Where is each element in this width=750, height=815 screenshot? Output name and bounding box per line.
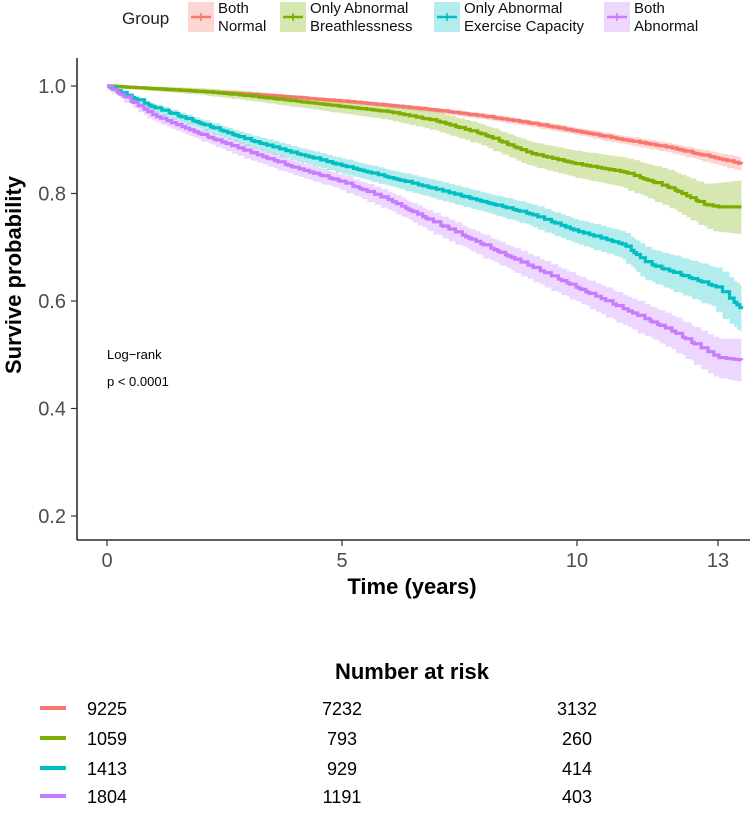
x-axis-title: Time (years) (347, 574, 476, 599)
risk-cell: 1804 (87, 787, 127, 807)
y-axis-ticks: 0.2 0.4 0.6 0.8 1.0 (38, 76, 77, 528)
y-tick-label: 0.4 (38, 399, 66, 421)
legend-label-both-normal-line1: Both (218, 0, 249, 17)
risk-cell: 1413 (87, 759, 127, 779)
risk-cell: 3132 (557, 699, 597, 719)
x-tick-label: 10 (566, 550, 588, 572)
ci-band-only-abnormal-breathlessness (107, 86, 742, 234)
y-tick-label: 0.2 (38, 506, 66, 528)
survival-curve-both-abnormal (107, 84, 744, 362)
risk-cell: 793 (327, 729, 357, 749)
legend-label-exercise-capacity-line2: Exercise Capacity (464, 18, 585, 35)
y-tick-label: 0.6 (38, 291, 66, 313)
risk-cell: 403 (562, 787, 592, 807)
y-axis-title: Survive probability (1, 175, 26, 374)
survival-curve-only-abnormal-exercise-capacity (107, 84, 744, 310)
legend-label-both-normal-line2: Normal (218, 18, 266, 35)
y-tick-label: 1.0 (38, 76, 66, 98)
survival-curve-only-abnormal-breathlessness (107, 84, 742, 209)
risk-table: Number at risk 9225 7232 3132 1059 793 260 141… (40, 659, 597, 807)
x-axis-ticks: 0 5 10 13 (101, 540, 729, 572)
logrank-label: Log−rank (107, 347, 162, 362)
legend-label-exercise-capacity-line1: Only Abnormal (464, 0, 562, 17)
legend-label-both-abnormal-line1: Both (634, 0, 665, 17)
risk-cell: 414 (562, 759, 592, 779)
x-tick-label: 13 (707, 550, 729, 572)
confidence-bands (107, 86, 742, 382)
legend-title: Group (122, 9, 169, 28)
ci-band-both-abnormal (107, 86, 742, 382)
legend-label-breathlessness-line2: Breathlessness (310, 18, 413, 35)
x-tick-label: 0 (101, 550, 112, 572)
risk-cell: 260 (562, 729, 592, 749)
plot-area: 0.2 0.4 0.6 0.8 1.0 0 5 10 13 Log−rank p < 0.00… (38, 58, 750, 572)
survival-curves (107, 84, 744, 362)
risk-cell: 1059 (87, 729, 127, 749)
risk-table-title: Number at risk (335, 659, 490, 684)
x-tick-label: 5 (336, 550, 347, 572)
legend-label-breathlessness-line1: Only Abnormal (310, 0, 408, 17)
risk-cell: 9225 (87, 699, 127, 719)
legend: Group Both Normal Only Abnormal Breathle… (122, 0, 698, 35)
legend-label-both-abnormal-line2: Abnormal (634, 18, 698, 35)
risk-cell: 7232 (322, 699, 362, 719)
ci-band-only-abnormal-exercise-capacity (107, 86, 742, 332)
y-tick-label: 0.8 (38, 184, 66, 206)
risk-cell: 1191 (323, 787, 362, 807)
risk-cell: 929 (327, 759, 357, 779)
p-value-label: p < 0.0001 (107, 374, 169, 389)
